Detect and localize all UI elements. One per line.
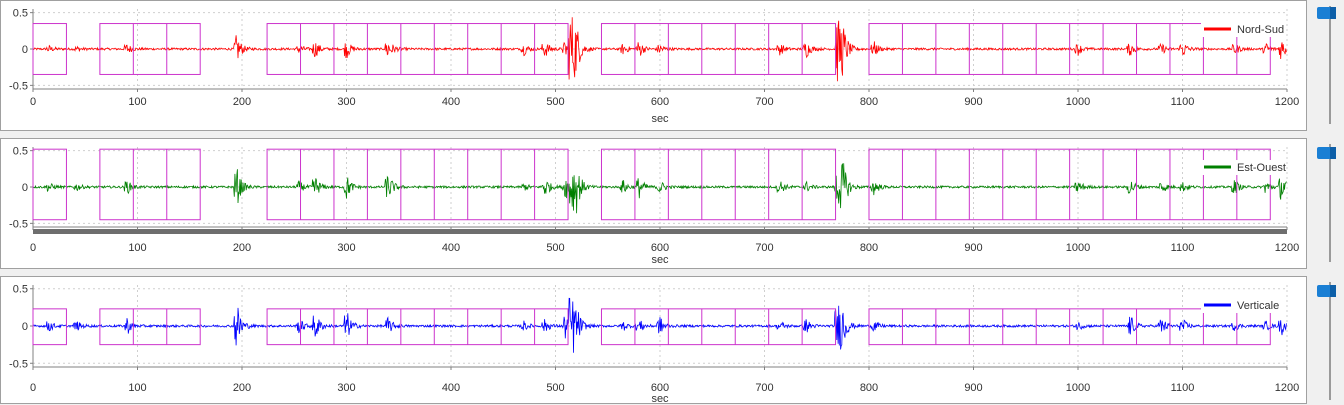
analysis-window-group — [266, 148, 569, 221]
waveform-series — [32, 17, 1287, 82]
analysis-window-group — [32, 308, 67, 346]
x-tick-label: 800 — [860, 382, 878, 394]
x-tick-label: 900 — [964, 382, 982, 394]
amplitude-slider-thumb-est-ouest[interactable] — [1317, 147, 1336, 159]
x-scrollbar[interactable] — [33, 229, 1287, 234]
y-tick-label: 0.5 — [13, 146, 28, 158]
analysis-window-group — [266, 23, 569, 75]
x-tick-label: 100 — [128, 382, 146, 394]
waveform-series — [32, 297, 1287, 353]
x-tick-label: 300 — [337, 96, 355, 108]
x-tick-label: 300 — [337, 382, 355, 394]
chart-verticale: 0.50-0.50 100 200 300 400 500 600 700 800 900 1000… — [9, 284, 1299, 405]
x-tick-label: 700 — [755, 382, 773, 394]
x-tick-label: 300 — [337, 242, 355, 254]
x-tick-label: 400 — [442, 96, 460, 108]
x-tick-label: 400 — [442, 242, 460, 254]
analysis-window-group — [99, 23, 201, 75]
x-tick-label: 1200 — [1275, 382, 1299, 394]
analysis-window-group — [32, 148, 67, 221]
x-tick-label: 500 — [546, 242, 564, 254]
x-tick-label: 0 — [30, 96, 36, 108]
analysis-window-group — [99, 308, 201, 346]
x-tick-label: 400 — [442, 382, 460, 394]
legend-background — [1201, 160, 1283, 175]
legend: Nord-Sud — [1201, 22, 1284, 37]
x-tick-label: 500 — [546, 96, 564, 108]
x-tick-label: 1100 — [1171, 96, 1195, 108]
legend-label: Nord-Sud — [1237, 24, 1284, 36]
x-axis-label: sec — [651, 393, 669, 405]
legend: Verticale — [1201, 298, 1283, 313]
x-axis-label: sec — [651, 254, 669, 266]
analysis-window-group — [32, 23, 67, 75]
x-tick-label: 800 — [860, 96, 878, 108]
x-tick-label: 100 — [128, 96, 146, 108]
chart-est-ouest: 0.50-0.50 100 200 300 400 500 600 700 800 900 1000… — [9, 146, 1299, 266]
analysis-window-group — [600, 23, 837, 75]
amplitude-slider-thumb-nord-sud[interactable] — [1317, 7, 1336, 19]
y-tick-label: 0 — [22, 44, 28, 56]
analysis-window-group — [99, 148, 201, 221]
x-tick-label: 500 — [546, 382, 564, 394]
x-tick-label: 1200 — [1275, 96, 1299, 108]
analysis-window-group — [600, 308, 837, 346]
x-tick-label: 1100 — [1171, 382, 1195, 394]
x-tick-label: 700 — [755, 242, 773, 254]
legend-label: Verticale — [1237, 300, 1279, 312]
x-tick-label: 600 — [651, 242, 669, 254]
x-tick-label: 1000 — [1066, 242, 1090, 254]
x-tick-label: 200 — [233, 382, 251, 394]
y-tick-label: 0 — [22, 182, 28, 194]
legend-background — [1201, 298, 1283, 313]
amplitude-slider-thumb-verticale[interactable] — [1317, 285, 1336, 297]
y-tick-label: 0 — [22, 321, 28, 333]
x-tick-label: 1100 — [1171, 242, 1195, 254]
chart-panel-nord-sud: 0.5 0 -0.5 0 100 200 300 400 500 600 700 800 900 1000… — [0, 0, 1307, 131]
x-tick-label: 1000 — [1066, 382, 1090, 394]
x-tick-label: 200 — [233, 96, 251, 108]
y-tick-label: -0.5 — [9, 218, 28, 230]
chart-panel-est-ouest: 0.5 0 -0.5 0 100 200 300 400 500 600 700 800 900 1000… — [0, 138, 1307, 269]
x-tick-label: 900 — [964, 242, 982, 254]
y-tick-label: -0.5 — [9, 358, 28, 370]
legend: Est-Ouest — [1201, 160, 1286, 175]
y-tick-label: 0.5 — [13, 284, 28, 296]
chart-panel-verticale: 0.5 0 -0.5 0 100 200 300 400 500 600 700 800 900 1000… — [0, 276, 1307, 405]
x-tick-label: 0 — [30, 242, 36, 254]
x-tick-label: 0 — [30, 382, 36, 394]
legend-label: Est-Ouest — [1237, 162, 1286, 174]
x-tick-label: 1200 — [1275, 242, 1299, 254]
amplitude-slider-track-est-ouest[interactable] — [1329, 144, 1331, 262]
chart-nord-sud: 0.50-0.50 100 200 300 400 500 600 700 800 900 1000… — [9, 8, 1299, 125]
y-tick-label: 0.5 — [13, 8, 28, 20]
x-tick-label: 600 — [651, 382, 669, 394]
x-tick-label: 800 — [860, 242, 878, 254]
y-tick-label: -0.5 — [9, 80, 28, 92]
legend-background — [1201, 22, 1283, 37]
x-tick-label: 900 — [964, 96, 982, 108]
x-tick-label: 100 — [128, 242, 146, 254]
analysis-window-group — [266, 308, 569, 346]
x-tick-label: 600 — [651, 96, 669, 108]
x-tick-label: 700 — [755, 96, 773, 108]
amplitude-slider-track-verticale[interactable] — [1329, 282, 1331, 400]
x-tick-label: 200 — [233, 242, 251, 254]
x-axis-label: sec — [651, 113, 669, 125]
amplitude-slider-track-nord-sud[interactable] — [1329, 6, 1331, 124]
waveform-series — [32, 163, 1287, 214]
x-tick-label: 1000 — [1066, 96, 1090, 108]
analysis-window-group — [600, 148, 837, 221]
